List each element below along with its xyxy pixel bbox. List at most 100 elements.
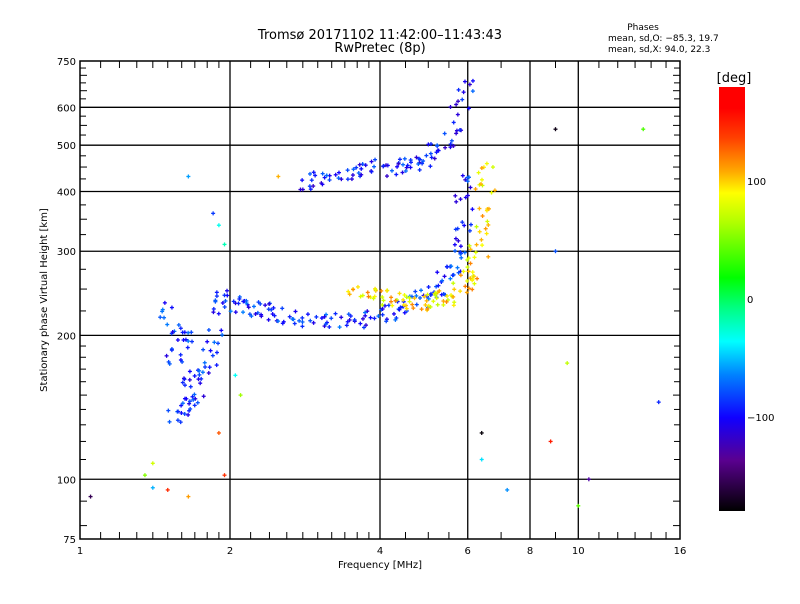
data-point	[426, 296, 431, 301]
data-point	[372, 164, 377, 169]
data-point	[178, 420, 183, 425]
data-point	[474, 224, 479, 229]
data-point	[355, 284, 360, 289]
data-point	[352, 317, 357, 322]
data-point	[228, 309, 233, 314]
data-point	[448, 104, 453, 109]
data-point	[210, 353, 215, 358]
data-point	[212, 340, 217, 345]
data-point	[424, 153, 429, 158]
data-point	[477, 206, 482, 211]
data-point	[380, 312, 385, 317]
data-point	[397, 157, 402, 162]
data-point	[358, 321, 363, 326]
data-point	[404, 165, 409, 170]
data-point	[428, 164, 433, 169]
data-point	[505, 487, 510, 492]
data-point	[460, 173, 465, 178]
data-point	[441, 302, 446, 307]
data-point	[211, 306, 216, 311]
data-point	[327, 324, 332, 329]
data-point	[466, 256, 471, 261]
data-point	[175, 418, 180, 423]
data-point	[162, 300, 167, 305]
data-point	[255, 310, 260, 315]
phase-stats-heading: Phases	[627, 23, 659, 33]
data-point	[471, 274, 476, 279]
data-point	[472, 255, 477, 260]
data-point	[458, 250, 463, 255]
data-point	[183, 337, 188, 342]
data-point	[356, 171, 361, 176]
colorbar-tick-label: 100	[747, 177, 766, 188]
data-point	[380, 306, 385, 311]
data-point	[458, 197, 463, 202]
data-point	[486, 206, 491, 211]
data-point	[176, 409, 181, 414]
data-point	[437, 288, 442, 293]
data-point	[263, 303, 268, 308]
data-point	[408, 158, 413, 163]
data-point	[400, 162, 405, 167]
data-point	[431, 299, 436, 304]
data-point	[478, 182, 483, 187]
data-point	[412, 296, 417, 301]
data-point	[329, 316, 334, 321]
data-point	[213, 299, 218, 304]
data-point	[475, 276, 480, 281]
data-point	[220, 300, 225, 305]
data-point	[414, 302, 419, 307]
data-point	[223, 298, 228, 303]
data-point	[410, 302, 415, 307]
data-point	[401, 297, 406, 302]
data-point	[178, 352, 183, 357]
data-point	[376, 314, 381, 319]
data-point	[167, 419, 172, 424]
data-point	[191, 397, 196, 402]
data-point	[465, 279, 470, 284]
data-point	[455, 226, 460, 231]
data-point	[448, 276, 453, 281]
data-point	[206, 370, 211, 375]
data-point	[182, 377, 187, 382]
data-point	[308, 318, 313, 323]
data-point	[470, 278, 475, 283]
data-point	[451, 294, 456, 299]
data-point	[238, 393, 243, 398]
data-point	[373, 287, 378, 292]
data-point	[222, 304, 227, 309]
data-point	[187, 369, 192, 374]
data-point	[187, 377, 192, 382]
data-point	[311, 170, 316, 175]
data-point	[463, 284, 468, 289]
data-point	[468, 261, 473, 266]
data-point	[314, 314, 319, 319]
data-point	[182, 396, 187, 401]
data-point	[200, 370, 205, 375]
data-point	[398, 305, 403, 310]
data-point	[440, 278, 445, 283]
data-point	[473, 250, 478, 255]
data-point	[192, 373, 197, 378]
data-point	[351, 167, 356, 172]
data-point	[292, 321, 297, 326]
data-point	[311, 184, 316, 189]
data-point	[465, 193, 470, 198]
data-point	[466, 269, 471, 274]
data-point	[214, 290, 219, 295]
data-point	[462, 250, 467, 255]
data-point	[428, 151, 433, 156]
data-point	[309, 178, 314, 183]
data-point	[419, 307, 424, 312]
data-point	[249, 314, 254, 319]
phase-stats-o: mean, sd,O: −85.3, 19.7	[608, 34, 719, 44]
data-point	[414, 293, 419, 298]
data-point	[463, 195, 468, 200]
data-point	[468, 276, 473, 281]
data-point	[420, 161, 425, 166]
data-point	[468, 222, 473, 227]
data-point	[178, 326, 183, 331]
data-point	[407, 299, 412, 304]
data-point	[361, 325, 366, 330]
